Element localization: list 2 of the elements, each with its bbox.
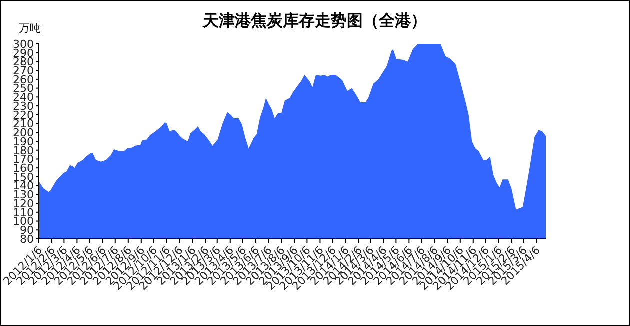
y-axis-title: 万吨: [19, 21, 41, 36]
chart-title: 天津港焦炭库存走势图（全港）: [203, 11, 427, 30]
